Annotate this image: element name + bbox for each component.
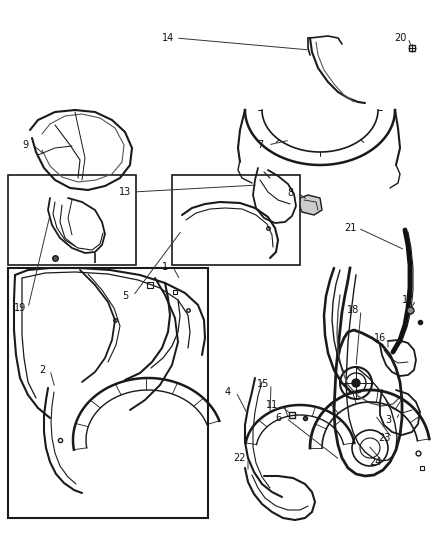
Circle shape	[352, 379, 360, 387]
Bar	[172, 175, 300, 265]
Text: 8: 8	[287, 188, 293, 198]
Text: 6: 6	[275, 413, 281, 423]
Text: 14: 14	[162, 33, 174, 43]
Text: 3: 3	[385, 415, 391, 425]
Text: 20: 20	[394, 33, 406, 43]
Text: 11: 11	[266, 400, 278, 410]
Text: 4: 4	[225, 387, 231, 397]
Bar	[8, 175, 136, 265]
Bar	[8, 268, 208, 518]
Text: 1: 1	[162, 262, 168, 272]
Polygon shape	[299, 195, 322, 215]
Text: 13: 13	[119, 187, 131, 197]
Text: 15: 15	[257, 379, 269, 389]
Text: 18: 18	[347, 305, 359, 315]
Text: 19: 19	[14, 303, 26, 313]
Text: 17: 17	[402, 295, 414, 305]
Text: 5: 5	[122, 291, 128, 301]
Text: 2: 2	[39, 365, 45, 375]
Text: 21: 21	[344, 223, 356, 233]
Text: 7: 7	[257, 140, 263, 150]
Text: 22: 22	[234, 453, 246, 463]
Text: 24: 24	[369, 457, 381, 467]
Text: 23: 23	[378, 433, 390, 443]
Text: 16: 16	[374, 333, 386, 343]
Text: 9: 9	[22, 140, 28, 150]
